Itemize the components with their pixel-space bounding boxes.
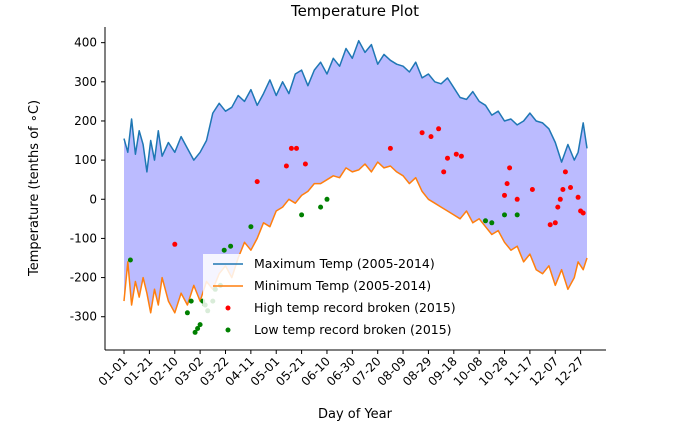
chart-title: Temperature Plot [290, 2, 419, 20]
high-record-point [294, 145, 299, 151]
high-record-point [547, 222, 553, 228]
legend-label-high-record: High temp record broken (2015) [254, 300, 456, 315]
series-line-max [123, 39, 588, 173]
y-tick-label: 400 [74, 36, 97, 50]
low-record-point [489, 220, 495, 226]
high-record-point [283, 163, 289, 169]
high-record-point [560, 187, 566, 192]
high-record-point [453, 151, 459, 157]
legend-label-min: Minimum Temp (2005-2014) [254, 278, 431, 293]
legend-marker-high-record [225, 305, 231, 311]
high-record-point [441, 169, 447, 175]
high-record-point [575, 194, 581, 200]
high-record-point [514, 196, 520, 202]
high-record-point [529, 187, 535, 192]
high-record-point [458, 153, 464, 159]
y-tick-label: 100 [74, 153, 97, 167]
y-tick-label: -200 [70, 271, 97, 285]
high-record-point [428, 134, 434, 140]
low-record-point [502, 212, 507, 218]
series-line-min [123, 161, 588, 314]
y-tick-label: -100 [70, 231, 97, 245]
high-record-point [557, 196, 563, 202]
low-record-point [192, 329, 198, 335]
y-axis-label: Temperature (tenths of ∘C) [27, 100, 42, 277]
low-record-point [299, 212, 305, 218]
low-record-point [127, 257, 133, 263]
y-tick-label: -300 [70, 310, 97, 324]
legend-marker-low-record [225, 327, 231, 333]
scatter-points [127, 126, 586, 335]
legend-box [203, 254, 500, 345]
fill-between-polygon [124, 40, 587, 313]
high-record-point [562, 169, 568, 175]
y-axis-ticks: 400 300 200 100 0 -100 -200 -300 [70, 36, 105, 324]
low-record-point [318, 204, 324, 210]
high-record-point [387, 145, 393, 151]
series-lines [123, 39, 588, 314]
high-record-point [555, 204, 561, 210]
high-record-point [504, 181, 510, 187]
legend-label-low-record: Low temp record broken (2015) [254, 322, 452, 337]
low-record-point [188, 298, 194, 304]
high-record-point [580, 210, 586, 216]
low-record-point [228, 243, 234, 249]
low-record-point [514, 212, 520, 218]
high-record-point [552, 220, 558, 226]
high-record-point [502, 192, 507, 198]
high-record-point [568, 185, 573, 190]
high-record-point [419, 130, 425, 136]
high-record-point [436, 126, 442, 132]
low-record-point [184, 310, 190, 316]
high-record-point [302, 161, 308, 167]
high-record-point [172, 241, 178, 247]
low-record-point [483, 218, 488, 224]
low-record-point [324, 196, 330, 202]
y-tick-label: 300 [74, 75, 97, 89]
high-record-point [254, 179, 260, 185]
high-record-point [507, 165, 513, 171]
y-tick-label: 0 [89, 192, 97, 206]
low-record-point [248, 224, 254, 230]
high-record-point [445, 155, 450, 161]
x-axis-label: Day of Year [318, 407, 393, 422]
legend: Maximum Temp (2005-2014) Minimum Temp (2… [203, 254, 500, 345]
low-record-point [221, 247, 227, 253]
legend-label-max: Maximum Temp (2005-2014) [254, 256, 435, 271]
low-record-point [197, 322, 203, 328]
y-tick-label: 200 [74, 114, 97, 128]
high-record-point [288, 145, 294, 151]
low-record-point [195, 326, 201, 331]
fill-between-area [124, 40, 587, 313]
